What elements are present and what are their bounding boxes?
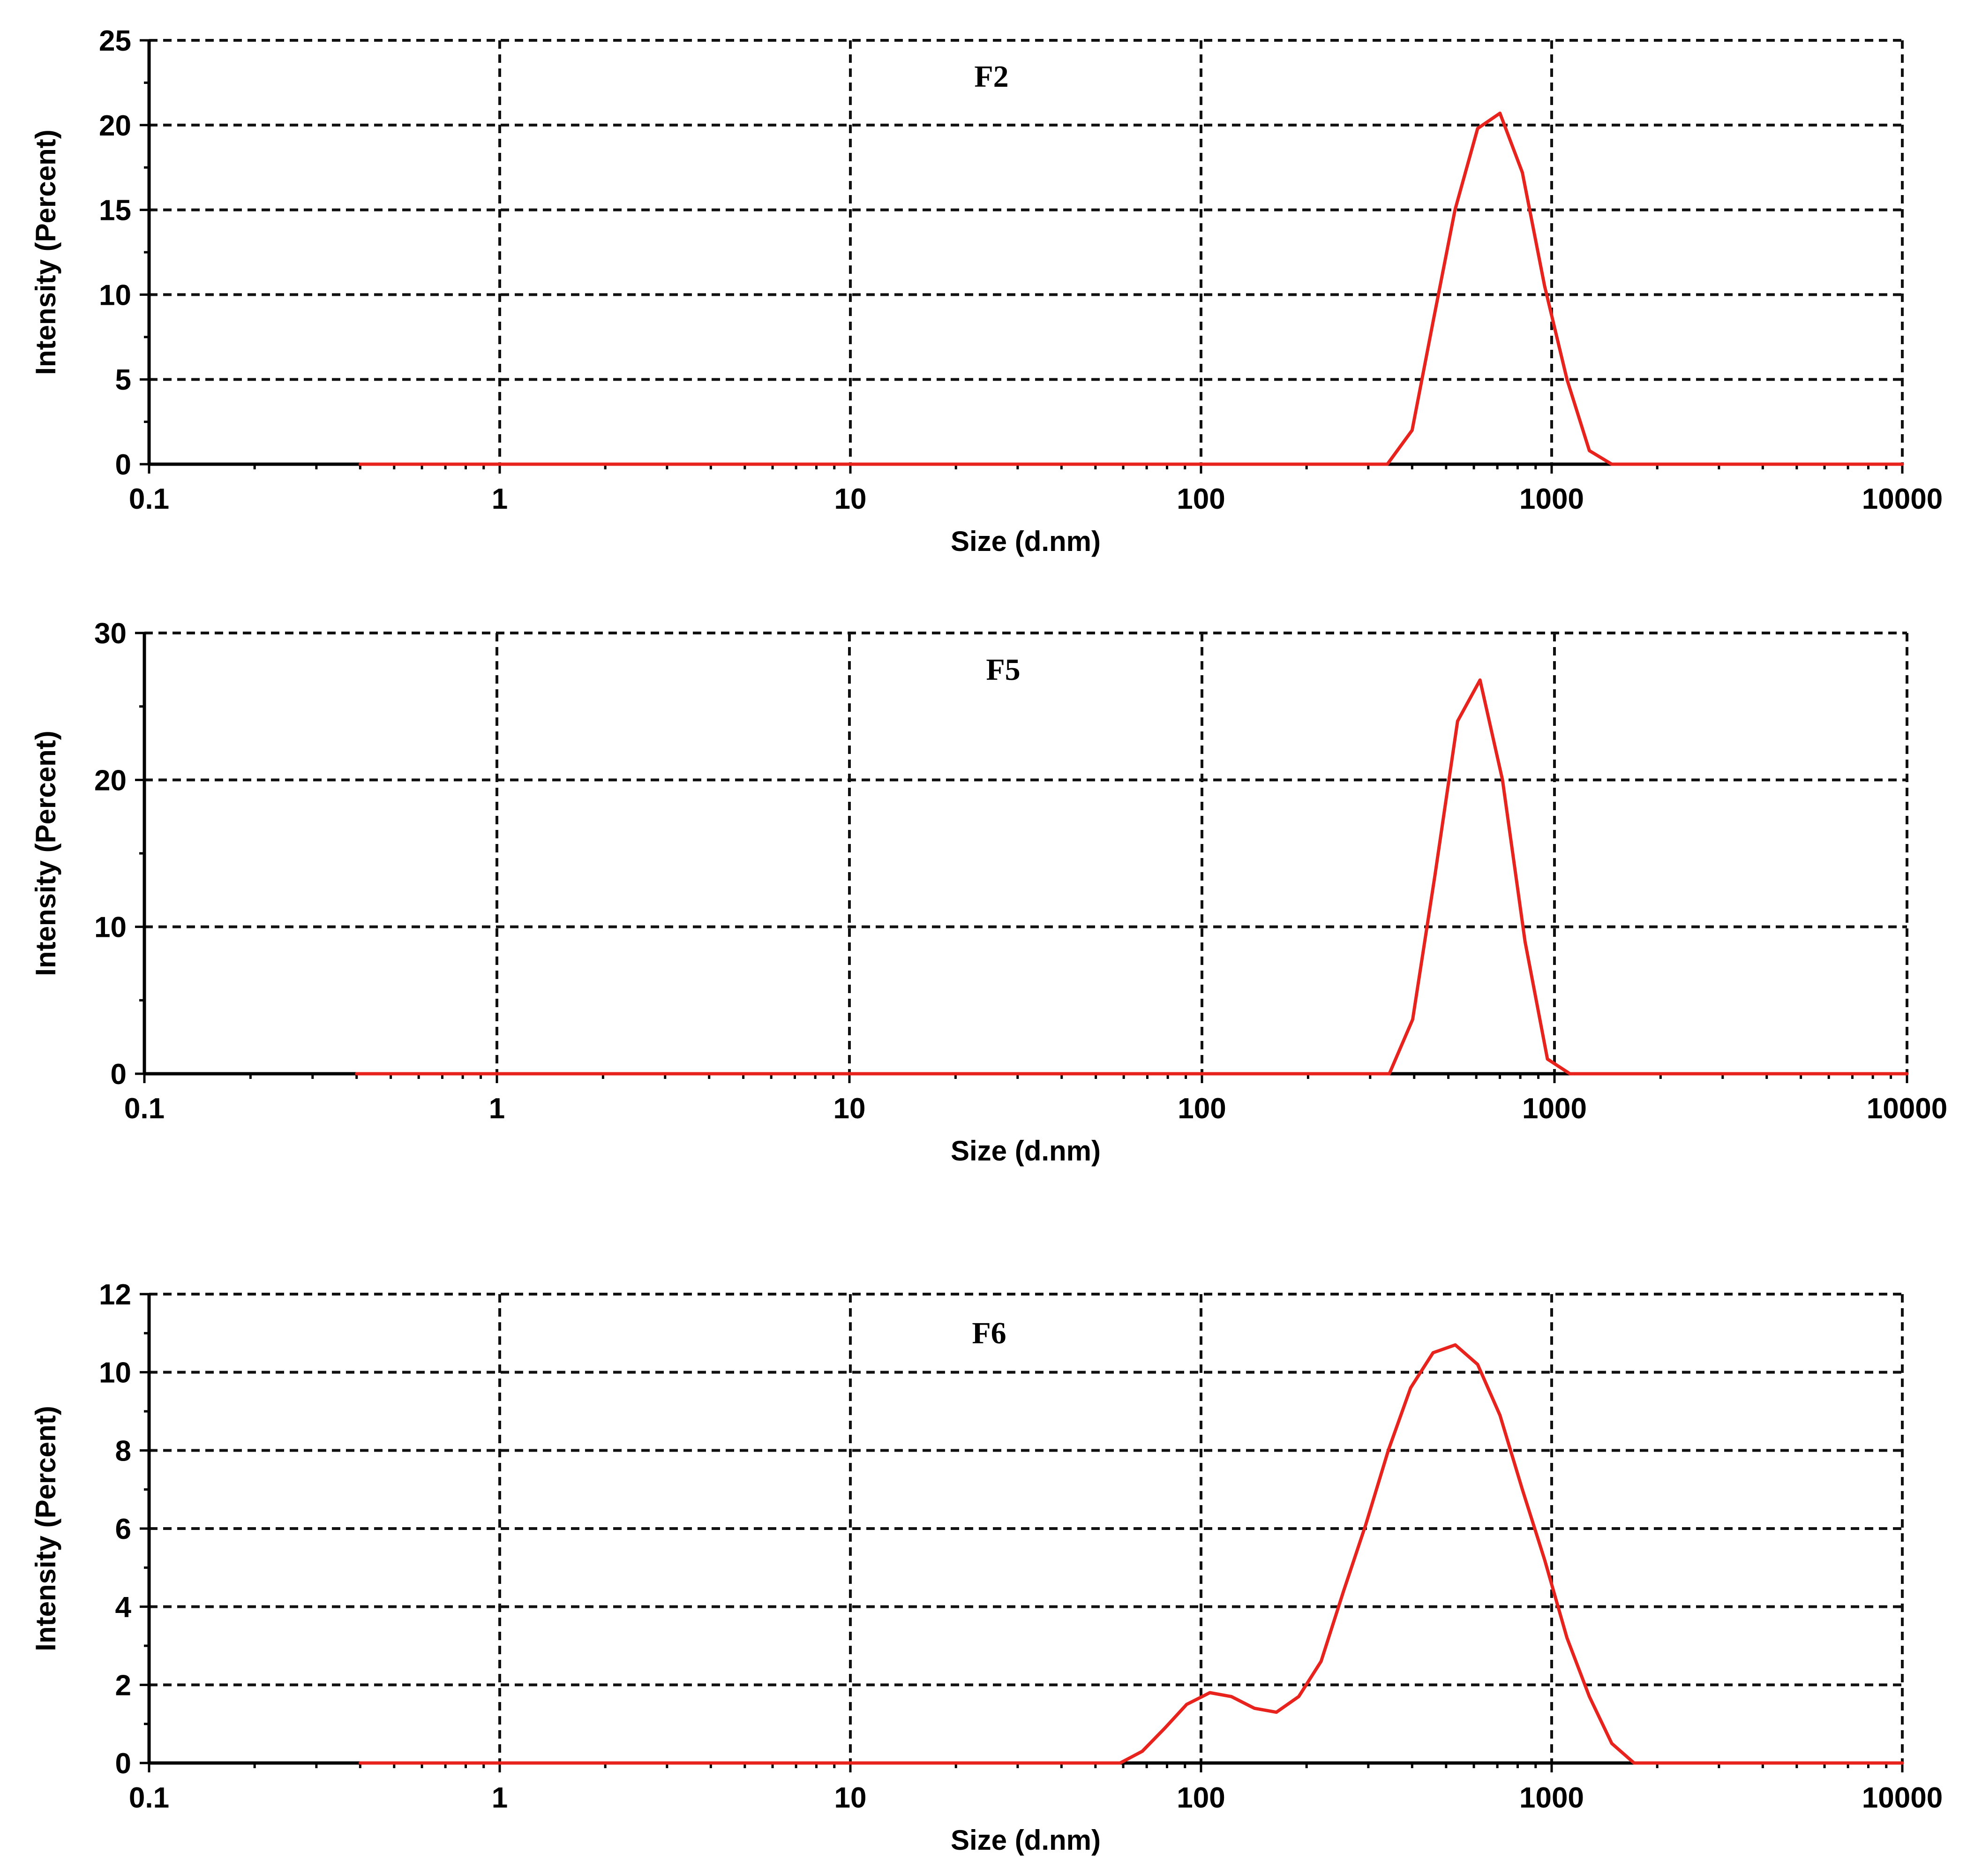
x-tick-label: 10 — [834, 1782, 867, 1814]
y-tick-label: 10 — [94, 912, 127, 944]
series-line — [355, 678, 1909, 1076]
x-tick-label: 0.1 — [129, 483, 169, 515]
y-tick-label: 0 — [111, 1058, 127, 1091]
x-tick-label: 10 — [833, 1092, 866, 1125]
x-axis-title: Size (d.nm) — [951, 526, 1101, 557]
x-tick-label: 10000 — [1862, 1782, 1943, 1814]
x-tick-label: 1000 — [1522, 1092, 1587, 1125]
y-tick-label: 5 — [115, 364, 131, 396]
x-tick-label: 10 — [834, 483, 867, 515]
chart-panel-f6: 0.1 1 10 100 1000 10000 0 2 4 6 8 10 12 Size (d.nm) In… — [30, 1279, 1943, 1856]
x-axis-title: Size (d.nm) — [951, 1824, 1101, 1856]
x-tick-label: 100 — [1178, 1092, 1226, 1125]
series-line — [358, 1343, 1904, 1765]
chart-panel-f2: 0.1 1 10 100 1000 10000 0 5 10 15 20 25 Size (d.nm) I… — [30, 25, 1943, 557]
y-tick-label: 6 — [115, 1513, 131, 1545]
x-tick-label: 0.1 — [124, 1092, 165, 1125]
x-tick-label: 1 — [492, 483, 508, 515]
y-tick-label: 12 — [99, 1279, 131, 1311]
y-tick-label: 10 — [99, 279, 131, 311]
y-axis-title: Intensity (Percent) — [30, 129, 61, 375]
x-tick-label: 10000 — [1862, 483, 1943, 515]
y-tick-label: 20 — [94, 764, 127, 797]
x-tick-label: 1 — [492, 1782, 508, 1814]
y-tick-label: 0 — [115, 1748, 131, 1780]
y-tick-label: 20 — [99, 110, 131, 142]
x-tick-label: 100 — [1177, 1782, 1225, 1814]
y-tick-label: 4 — [115, 1591, 132, 1624]
y-tick-label: 2 — [115, 1669, 131, 1702]
y-tick-label: 10 — [99, 1357, 131, 1389]
panel-title: F2 — [974, 60, 1008, 94]
y-tick-label: 8 — [115, 1435, 131, 1467]
x-tick-label: 1 — [489, 1092, 505, 1125]
y-axis-title: Intensity (Percent) — [30, 1406, 61, 1651]
x-tick-label: 1000 — [1519, 1782, 1584, 1814]
series-line — [358, 112, 1904, 466]
x-tick-label: 0.1 — [129, 1782, 169, 1814]
x-tick-label: 100 — [1177, 483, 1225, 515]
y-tick-label: 15 — [99, 195, 131, 227]
panel-title: F6 — [972, 1316, 1006, 1350]
x-tick-label: 1000 — [1519, 483, 1584, 515]
y-tick-label: 25 — [99, 25, 131, 57]
y-axis-title: Intensity (Percent) — [30, 731, 61, 976]
chart-panel-f5: 0.1 1 10 100 1000 10000 0 10 20 30 Size (d.nm) Inte… — [30, 618, 1947, 1167]
y-tick-label: 30 — [94, 618, 127, 650]
x-axis-title: Size (d.nm) — [951, 1135, 1101, 1167]
x-tick-label: 10000 — [1867, 1092, 1947, 1125]
panel-title: F5 — [986, 653, 1020, 687]
y-tick-label: 0 — [115, 449, 131, 481]
